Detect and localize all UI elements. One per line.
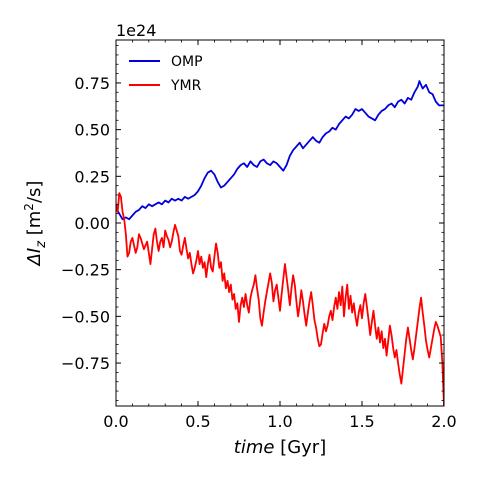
y-tick-label: 0.00	[74, 214, 110, 233]
tick-layer: 0.0 0.5 1.0 1.5 2.0 −0.75 −0.50 −0.25 0.00 0.25 0.…	[61, 40, 457, 431]
x-tick-label: 2.0	[431, 412, 456, 431]
x-tick-label: 1.5	[349, 412, 374, 431]
x-tick-label: 1.0	[267, 412, 292, 431]
y-tick-label: 0.50	[74, 121, 110, 140]
y-axis-label-sub: z	[34, 240, 49, 249]
series-layer	[116, 80, 444, 406]
plot-frame	[115, 39, 445, 407]
y-axis-label: ΔIz [m2/s]	[22, 181, 49, 268]
y-tick-label: −0.25	[61, 261, 110, 280]
x-axis-label: time [Gyr]	[234, 437, 326, 458]
legend: OMP YMR	[129, 54, 203, 94]
y-tick-label: −0.50	[61, 307, 110, 326]
y-axis-label-unit-sup: 2	[22, 203, 36, 211]
y-axis-label-main: ΔI	[24, 248, 45, 268]
y-tick-label: −0.75	[61, 354, 110, 373]
x-axis-label-unit: [Gyr]	[280, 437, 326, 458]
legend-label-ymr: YMR	[170, 78, 202, 94]
x-tick-label: 0.0	[103, 412, 128, 431]
series-line-ymr	[116, 192, 444, 406]
y-tick-label: 0.25	[74, 167, 110, 186]
y-axis-exponent: 1e24	[116, 21, 156, 40]
series-line-omp	[116, 80, 444, 221]
x-tick-label: 0.5	[185, 412, 210, 431]
y-axis-label-unit-open: [m	[24, 211, 45, 236]
legend-label-omp: OMP	[171, 54, 203, 70]
y-axis-label-unit-close: /s]	[24, 181, 45, 203]
y-tick-label: 0.75	[74, 74, 110, 93]
x-axis-label-italic: time	[234, 437, 275, 458]
